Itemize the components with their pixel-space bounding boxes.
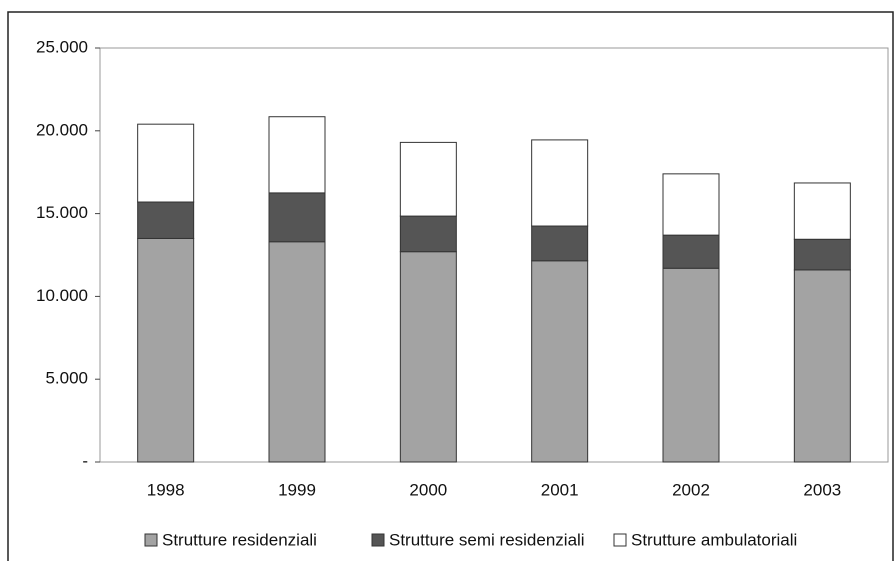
- plot-area: [99, 47, 889, 463]
- legend-label: Strutture ambulatoriali: [631, 530, 797, 549]
- bar-segment: [268, 116, 326, 194]
- x-tick-label: 1999: [278, 480, 316, 499]
- bar-segment: [399, 215, 457, 253]
- x-tick-label: 2003: [803, 480, 841, 499]
- x-tick-label: 2001: [541, 480, 579, 499]
- y-tick-label: -: [82, 451, 88, 470]
- chart-frame: [7, 11, 894, 561]
- bar-segment: [793, 269, 851, 463]
- bar-segment: [793, 182, 851, 240]
- bar-segment: [399, 141, 457, 217]
- bar-segment: [531, 139, 589, 227]
- bar-segment: [399, 251, 457, 463]
- legend-swatch: [613, 533, 627, 547]
- legend-label: Strutture residenziali: [162, 530, 317, 549]
- bar-segment: [793, 238, 851, 271]
- y-tick-label: 20.000: [36, 120, 88, 139]
- bar-segment: [137, 201, 195, 239]
- bar-segment: [268, 241, 326, 463]
- bar-segment: [662, 234, 720, 269]
- x-tick-label: 2000: [409, 480, 447, 499]
- bar-segment: [662, 173, 720, 236]
- legend-swatch: [371, 533, 385, 547]
- y-tick-label: 5.000: [45, 369, 88, 388]
- bar-segment: [137, 237, 195, 463]
- legend-swatch: [144, 533, 158, 547]
- bar-segment: [137, 123, 195, 203]
- bar-segment: [531, 260, 589, 463]
- bar-segment: [662, 267, 720, 463]
- legend-label: Strutture semi residenziali: [389, 530, 585, 549]
- bar-segment: [531, 225, 589, 262]
- y-tick-label: 10.000: [36, 286, 88, 305]
- bar-segment: [268, 192, 326, 243]
- x-tick-label: 1998: [147, 480, 185, 499]
- y-tick-label: 25.000: [36, 37, 88, 56]
- x-tick-label: 2002: [672, 480, 710, 499]
- y-tick-label: 15.000: [36, 203, 88, 222]
